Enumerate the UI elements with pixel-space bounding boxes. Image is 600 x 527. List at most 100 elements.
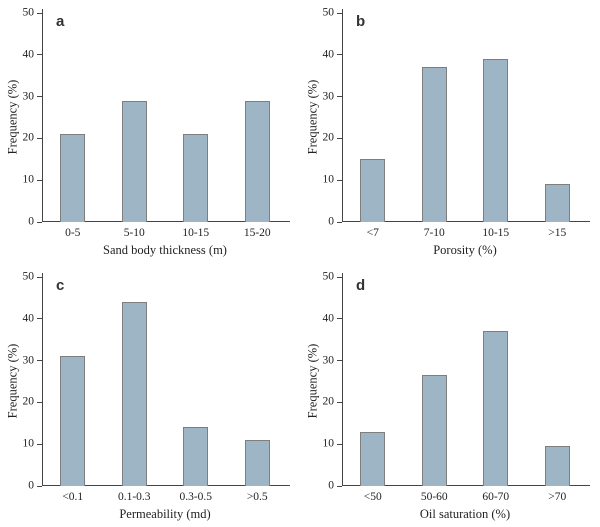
x-axis-tick-label: 60-70 — [482, 491, 510, 503]
y-axis-tick-label: 0 — [28, 479, 34, 492]
y-axis-tick-label: 20 — [22, 395, 35, 408]
y-axis-tick-label: 50 — [22, 270, 35, 283]
y-axis-tick-label: 30 — [322, 353, 335, 366]
bar — [544, 446, 570, 486]
y-axis-tick — [337, 12, 342, 14]
y-axis-tick-label: 20 — [322, 131, 335, 144]
y-axis-tick — [337, 276, 342, 278]
bar — [483, 331, 509, 486]
panel-letter-b: b — [356, 13, 366, 30]
x-axis-title: Permeability (md) — [119, 507, 211, 521]
y-axis-tick — [337, 137, 342, 139]
plot-area: 0 10 20 30 40 50 <0.1 0.1-0.3 0.3-0.5 >0.5 — [23, 271, 290, 503]
panel-letter-a: a — [56, 13, 65, 30]
bar — [421, 375, 447, 486]
bar — [121, 100, 147, 222]
y-axis-tick — [37, 443, 42, 445]
y-axis-tick — [337, 401, 342, 403]
x-axis-line — [42, 485, 290, 486]
bar — [244, 100, 270, 222]
bar — [483, 58, 509, 222]
y-axis-tick-label: 0 — [28, 215, 34, 228]
bar — [60, 134, 86, 222]
y-axis-tick — [37, 401, 42, 403]
plot-area: 0 10 20 30 40 50 0-5 5-10 10-15 15-20 — [23, 7, 290, 239]
y-axis-tick-label: 0 — [328, 479, 334, 492]
y-axis-line — [42, 273, 43, 486]
y-axis-tick-label: 10 — [22, 173, 35, 186]
x-axis-tick-label: <50 — [363, 491, 382, 503]
y-axis-tick — [37, 54, 42, 56]
y-axis-tick-label: 10 — [322, 437, 335, 450]
x-axis-tick-label: 10-15 — [482, 227, 510, 239]
x-axis-tick-label: <7 — [366, 227, 379, 239]
x-axis-title: Sand body thickness (m) — [103, 243, 227, 257]
panel-d: d Frequency (%) 0 10 20 30 40 50 <50 50-60 60-70… — [300, 264, 600, 527]
x-axis-tick-label: 0.1-0.3 — [117, 491, 151, 503]
x-axis-tick-label: 0.3-0.5 — [179, 491, 213, 503]
x-axis-title: Porosity (%) — [433, 243, 497, 257]
bar — [121, 302, 147, 486]
y-axis-tick — [37, 221, 42, 223]
y-axis-tick-label: 50 — [22, 6, 35, 19]
x-axis-tick-label: 10-15 — [182, 227, 210, 239]
x-axis-tick-label: 50-60 — [420, 491, 448, 503]
y-axis-tick — [37, 12, 42, 14]
plot-area: 0 10 20 30 40 50 <7 7-10 10-15 >15 — [323, 7, 590, 239]
y-axis-tick-label: 40 — [22, 48, 35, 61]
x-axis-title: Oil saturation (%) — [419, 507, 511, 521]
y-axis-tick — [37, 485, 42, 487]
bar — [183, 427, 209, 486]
y-axis-tick — [37, 276, 42, 278]
y-axis-tick — [37, 360, 42, 362]
y-axis-tick-label: 30 — [322, 89, 335, 102]
y-axis-tick — [337, 485, 342, 487]
bar — [421, 67, 447, 222]
y-axis-tick-label: 30 — [22, 353, 35, 366]
x-axis-line — [342, 221, 590, 222]
x-axis-tick-label: >70 — [548, 491, 567, 503]
x-axis-line — [342, 485, 590, 486]
y-axis-tick — [37, 96, 42, 98]
panel-b: b Frequency (%) 0 10 20 30 40 50 <7 7-10 10-15 >1… — [300, 0, 600, 264]
y-axis-tick — [337, 221, 342, 223]
panel-c: c Frequency (%) 0 10 20 30 40 50 <0.1 0.1-0.3 0.… — [0, 264, 300, 527]
y-axis-tick — [337, 360, 342, 362]
x-axis-tick-label: 0-5 — [65, 227, 81, 239]
y-axis-line — [342, 273, 343, 486]
y-axis-tick — [37, 318, 42, 320]
bar — [244, 440, 270, 486]
y-axis-tick — [337, 179, 342, 181]
bar — [360, 159, 386, 222]
y-axis-tick-label: 40 — [22, 312, 35, 325]
y-axis-tick-label: 20 — [322, 395, 335, 408]
bar — [60, 356, 86, 486]
y-axis-line — [342, 9, 343, 222]
y-axis-tick — [337, 54, 342, 56]
bar — [544, 184, 570, 222]
x-axis-tick-label: <0.1 — [62, 491, 84, 503]
y-axis-tick — [37, 179, 42, 181]
plot-area: 0 10 20 30 40 50 <50 50-60 60-70 >70 — [323, 271, 590, 503]
x-axis-tick-label: >0.5 — [246, 491, 268, 503]
y-axis-tick-label: 10 — [322, 173, 335, 186]
bar — [183, 134, 209, 222]
y-axis-line — [42, 9, 43, 222]
x-axis-tick-label: >15 — [548, 227, 567, 239]
y-axis-tick-label: 10 — [22, 437, 35, 450]
y-axis-tick-label: 50 — [322, 270, 335, 283]
x-axis-tick-label: 5-10 — [123, 227, 145, 239]
x-axis-tick-label: 15-20 — [243, 227, 271, 239]
y-axis-tick — [337, 443, 342, 445]
y-axis-tick — [37, 137, 42, 139]
y-axis-tick-label: 20 — [22, 131, 35, 144]
panel-letter-d: d — [356, 277, 366, 294]
x-axis-tick-label: 7-10 — [423, 227, 445, 239]
panel-letter-c: c — [56, 277, 65, 294]
y-axis-tick — [337, 96, 342, 98]
bar — [360, 431, 386, 486]
y-axis-tick-label: 40 — [322, 312, 335, 325]
panel-a: a Frequency (%) 0 10 20 30 40 50 0-5 5-10 10-15 1… — [0, 0, 300, 264]
y-axis-tick-label: 40 — [322, 48, 335, 61]
